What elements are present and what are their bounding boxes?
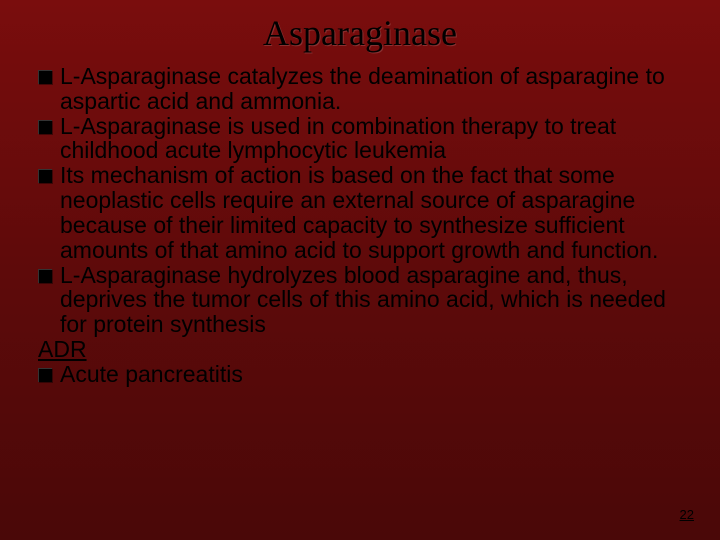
slide-title: Asparaginase	[30, 12, 690, 54]
slide: Asparaginase L-Asparaginase catalyzes th…	[0, 0, 720, 540]
bullet-text: L-Asparaginase is used in combination th…	[60, 114, 682, 164]
bullet-item: Acute pancreatitis	[38, 362, 682, 387]
section-heading: ADR	[38, 337, 682, 362]
square-bullet-icon	[38, 120, 52, 134]
bullet-item: L-Asparaginase hydrolyzes blood asparagi…	[38, 263, 682, 337]
square-bullet-icon	[38, 169, 52, 183]
square-bullet-icon	[38, 269, 52, 283]
square-bullet-icon	[38, 70, 52, 84]
square-bullet-icon	[38, 368, 52, 382]
slide-content: L-Asparaginase catalyzes the deamination…	[30, 64, 690, 387]
bullet-text: Acute pancreatitis	[60, 362, 243, 387]
bullet-text: L-Asparaginase catalyzes the deamination…	[60, 64, 682, 114]
bullet-item: L-Asparaginase catalyzes the deamination…	[38, 64, 682, 114]
slide-number: 22	[680, 507, 694, 522]
bullet-text: Its mechanism of action is based on the …	[60, 163, 682, 262]
bullet-item: L-Asparaginase is used in combination th…	[38, 114, 682, 164]
bullet-item: Its mechanism of action is based on the …	[38, 163, 682, 262]
bullet-text: L-Asparaginase hydrolyzes blood asparagi…	[60, 263, 682, 337]
